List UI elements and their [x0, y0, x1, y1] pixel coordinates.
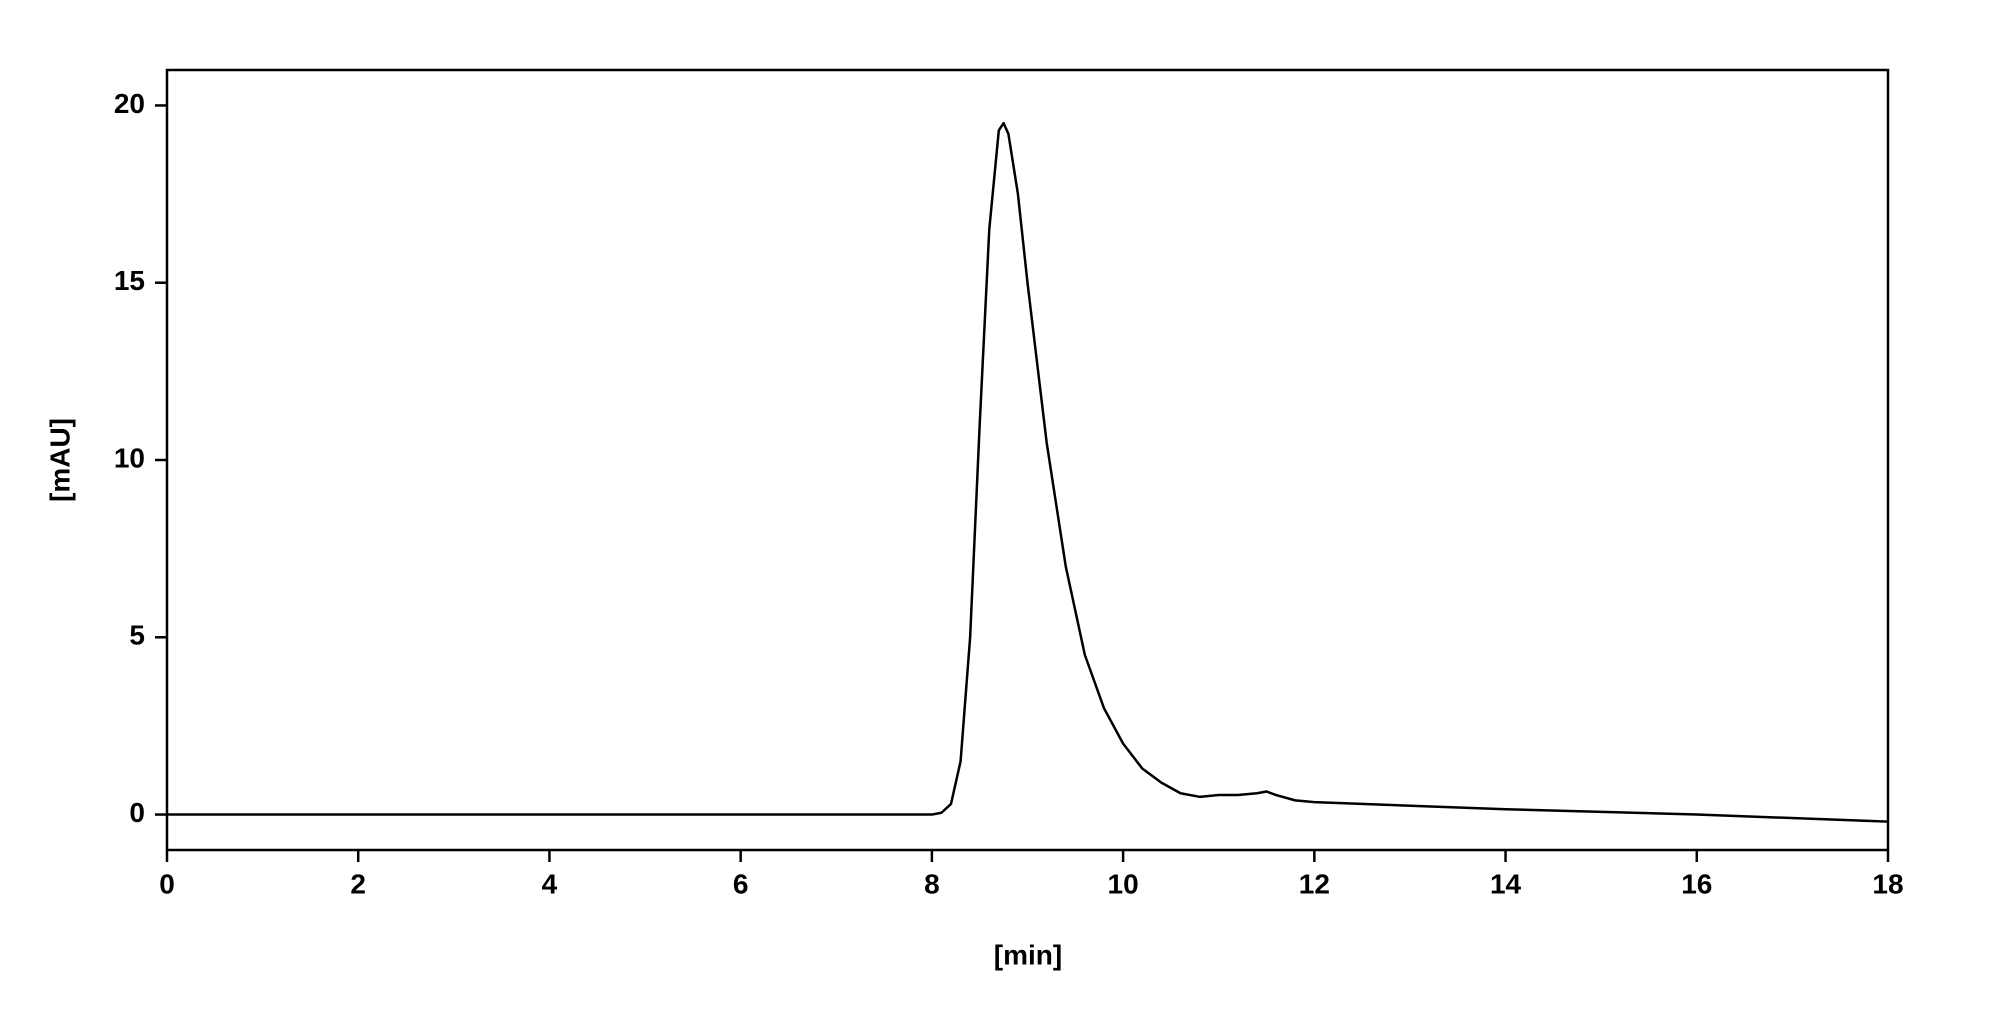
y-tick-label: 15 — [114, 265, 145, 296]
x-tick-label: 8 — [924, 868, 940, 899]
x-tick-label: 0 — [159, 868, 175, 899]
x-tick-label: 4 — [542, 868, 558, 899]
y-tick-label: 0 — [129, 797, 145, 828]
x-axis-label: [min] — [994, 939, 1062, 970]
chromatogram-line — [167, 121, 1889, 823]
y-tick-label: 10 — [114, 442, 145, 473]
x-tick-label: 6 — [733, 868, 749, 899]
x-tick-label: 14 — [1490, 868, 1522, 899]
y-axis-label: [mAU] — [44, 418, 75, 502]
x-tick-label: 16 — [1681, 868, 1712, 899]
y-tick-label: 20 — [114, 88, 145, 119]
plot-frame — [165, 68, 1890, 852]
y-tick-label: 5 — [129, 620, 145, 651]
x-tick-label: 2 — [350, 868, 366, 899]
x-tick-label: 18 — [1872, 868, 1903, 899]
x-tick-label: 10 — [1108, 868, 1139, 899]
x-tick-label: 12 — [1299, 868, 1330, 899]
